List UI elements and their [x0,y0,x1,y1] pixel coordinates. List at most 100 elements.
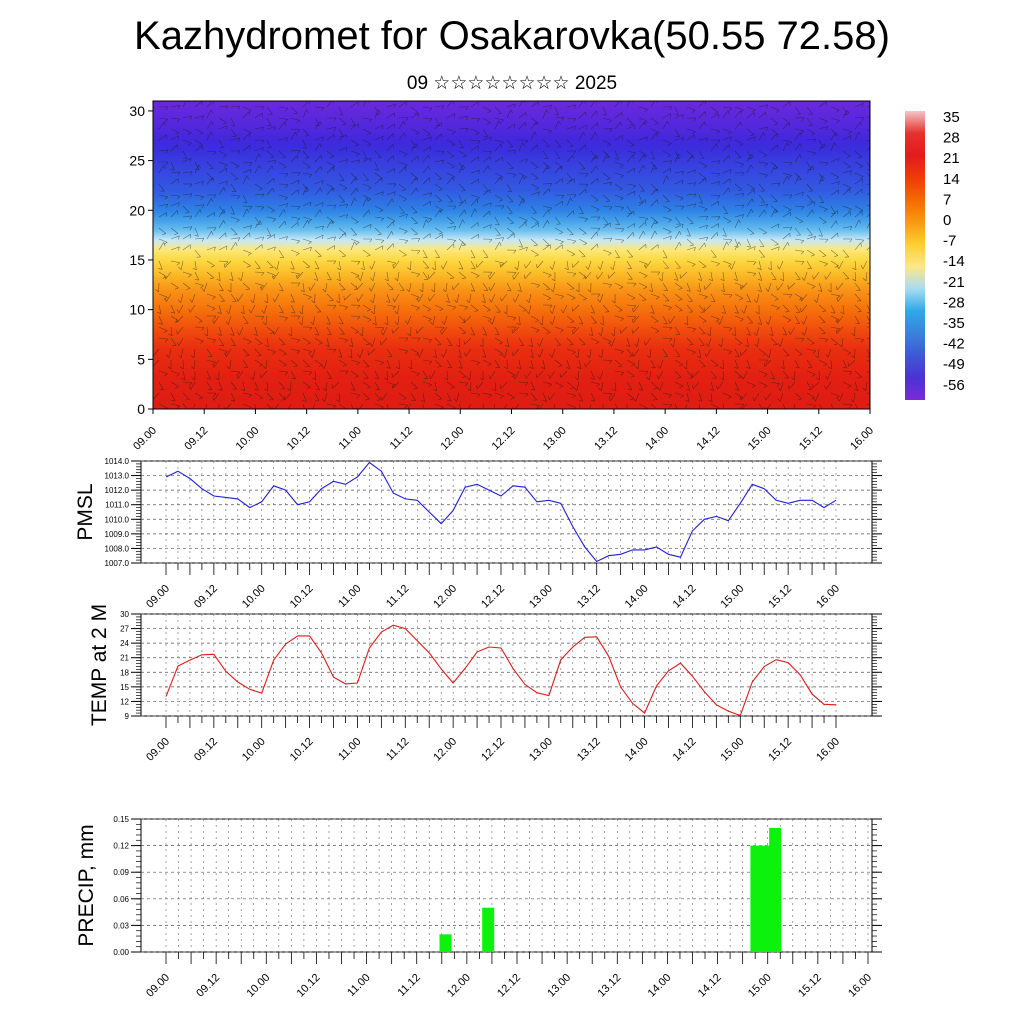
x-tick-label: 10.12 [285,425,313,453]
x-tick-label: 10.00 [234,425,262,453]
y-tick-label: 25 [129,153,145,169]
x-tick-label: 09.00 [144,736,172,764]
colorbar-bar [905,111,925,400]
x-tick-label: 11.00 [345,972,372,999]
x-tick-label: 13.00 [545,972,573,1000]
panel-frame [140,460,873,564]
colorbar-label: -49 [943,356,965,373]
x-tick-label: 14.12 [695,425,723,453]
y-axis-title: TEMP at 2 M [88,604,111,726]
x-tick-label: 15.00 [718,736,746,764]
x-tick-label: 12.00 [445,972,473,1000]
precip-panel: 0.00 0.03 0.06 0.09 0.12 0.15 09.00 09.12 10.00 1… [75,815,882,1000]
x-tick-label: 11.00 [336,736,363,763]
x-tick-label: 12.00 [431,736,459,764]
y-tick-label: 1008.0 [105,544,130,553]
x-tick-label: 11.12 [395,972,422,999]
y-tick-label: 0.03 [113,921,129,930]
colorbar-label: 21 [943,150,960,167]
y-tick-label: 1007.0 [105,559,130,568]
x-tick-label: 11.12 [384,583,411,610]
y-tick-label: 0.09 [113,868,129,877]
precip-bar [439,934,452,952]
x-tick-label: 09.12 [182,425,210,453]
y-tick-label: 21 [120,654,129,663]
temp2m-line [165,624,837,717]
panel-frame [140,818,873,953]
y-tick-label: 0 [137,401,145,417]
x-tick-label: 15.12 [796,972,824,1000]
y-tick-label: 0.06 [113,895,129,904]
x-tick-label: 13.12 [592,425,620,453]
x-tick-label: 09.00 [144,583,172,611]
x-tick-label: 12.12 [490,425,518,453]
x-tick-label: 14.12 [671,583,699,611]
x-tick-label: 10.00 [240,583,268,611]
x-tick-label: 15.12 [766,583,794,611]
colorbar-label: -35 [943,315,965,332]
x-tick-label: 15.00 [746,425,774,453]
x-tick-label: 11.12 [384,736,411,763]
y-tick-label: 0.15 [113,815,129,824]
x-tick-label: 14.00 [646,972,674,1000]
x-tick-label: 09.12 [192,736,220,764]
y-tick-label: 30 [129,103,145,119]
pmsl-panel: 1007.0 1008.0 1009.0 1010.0 1011.0 1012.0 1013… [74,457,882,611]
y-tick-label: 24 [120,639,129,648]
y-tick-label: 20 [129,202,145,218]
y-tick-label: 10 [129,302,145,318]
y-axis-title: PMSL [74,483,97,540]
x-tick-label: 14.00 [643,425,671,453]
temperature-field [153,101,870,409]
x-tick-label: 09.00 [144,972,172,1000]
x-tick-label: 09.12 [194,972,222,1000]
x-tick-label: 13.12 [595,972,623,1000]
x-tick-label: 16.00 [814,736,842,764]
precip-bar [482,907,495,952]
x-tick-label: 12.00 [438,425,466,453]
x-tick-label: 12.12 [479,583,507,611]
chart-subtitle: 09 ☆☆☆☆☆☆☆☆ 2025 [406,73,618,94]
y-tick-label: 0.12 [113,842,129,851]
x-tick-label: 15.00 [718,583,746,611]
y-tick-label: 15 [129,252,145,268]
y-axis-title: PRECIP, mm [75,824,98,946]
y-tick-label: 1009.0 [105,530,130,539]
x-tick-label: 11.00 [337,425,364,452]
x-tick-label: 14.00 [623,583,651,611]
colorbar-label: 0 [943,212,951,229]
x-tick-label: 12.12 [495,972,523,1000]
x-tick-label: 11.12 [388,425,415,452]
colorbar-label: -7 [943,233,956,250]
y-tick-label: 0.00 [113,948,129,957]
colorbar-label: 35 [943,109,960,126]
y-tick-label: 1012.0 [105,486,130,495]
colorbar-label: 28 [943,130,960,147]
x-tick-label: 13.00 [541,425,569,453]
y-tick-label: 5 [137,351,145,367]
x-tick-label: 10.12 [288,583,316,611]
x-tick-label: 10.00 [240,736,268,764]
colorbar-label: -28 [943,294,965,311]
colorbar-label: -56 [943,377,965,394]
y-tick-label: 1014.0 [105,457,130,466]
y-tick-label: 1010.0 [105,515,130,524]
x-tick-label: 16.00 [848,425,876,453]
colorbar-label: 7 [943,191,951,208]
y-tick-label: 30 [120,610,129,619]
x-tick-label: 13.00 [527,583,555,611]
x-tick-label: 10.00 [244,972,272,1000]
x-tick-label: 11.00 [336,583,363,610]
x-tick-label: 15.12 [797,425,825,453]
y-tick-label: 15 [120,683,129,692]
x-tick-label: 12.00 [431,583,459,611]
y-tick-label: 12 [120,697,129,706]
cross-section-panel: 0 5 10 15 20 25 30 09.00 09.12 10.00 10.12 11.00 11.… [129,100,876,453]
x-tick-label: 14.00 [623,736,651,764]
x-tick-label: 09.00 [131,425,159,453]
temp2m-panel: 9 12 15 18 21 24 27 30 09.00 09.12 10.00 10.12 11.00… [88,604,882,764]
x-tick-label: 16.00 [814,583,842,611]
x-tick-label: 16.00 [846,972,874,1000]
colorbar-label: 14 [943,171,960,188]
